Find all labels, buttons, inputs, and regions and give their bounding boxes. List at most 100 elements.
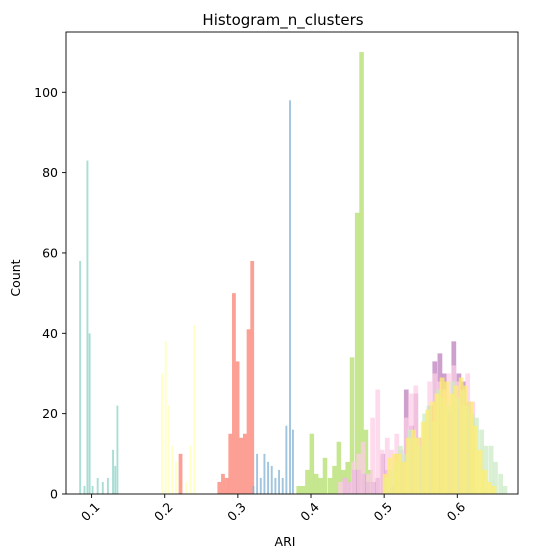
bars-layer (79, 52, 508, 495)
bar (415, 437, 421, 494)
bar (360, 441, 366, 494)
bar (406, 437, 411, 494)
bar (336, 441, 342, 494)
bar (396, 453, 402, 494)
bar (278, 469, 280, 494)
bar (387, 457, 392, 494)
bar (345, 461, 350, 494)
bar (292, 429, 294, 494)
series-2 (178, 260, 255, 494)
bar (96, 477, 99, 494)
series-8 (382, 377, 497, 494)
bar (420, 421, 426, 494)
bar (274, 477, 277, 494)
bar (185, 481, 188, 494)
bar (235, 361, 240, 494)
bar (318, 477, 323, 494)
bar (239, 437, 244, 494)
bar (351, 461, 356, 494)
bar (411, 429, 416, 494)
bar (106, 477, 109, 494)
bar (79, 260, 82, 494)
bar (164, 341, 167, 494)
y-axis-label: Count (8, 259, 23, 296)
bar (246, 329, 251, 494)
series-3 (252, 100, 294, 495)
plot-frame (65, 31, 519, 495)
bar (482, 469, 487, 494)
y-tick-label: 40 (42, 326, 58, 341)
bar (488, 445, 494, 494)
bar (167, 405, 170, 494)
bar (217, 481, 222, 494)
series-0 (79, 160, 119, 494)
bar (346, 481, 352, 494)
bar (439, 377, 445, 494)
bar (114, 465, 117, 494)
bar (502, 485, 508, 494)
bar (444, 381, 449, 494)
bar (112, 449, 114, 494)
bar (189, 445, 192, 494)
bar (309, 433, 315, 494)
bar (88, 333, 91, 494)
bar (392, 453, 397, 494)
bar (382, 473, 388, 494)
bar (270, 465, 273, 494)
bar (463, 385, 468, 494)
bar (425, 409, 430, 494)
y-tick-label: 20 (42, 406, 58, 421)
bar (193, 325, 196, 494)
bar (259, 477, 262, 494)
bar (250, 260, 255, 494)
bar (300, 485, 306, 494)
bar (228, 433, 233, 494)
x-tick-label: 0.5 (370, 499, 395, 524)
bar (327, 477, 333, 494)
bar (313, 473, 319, 494)
bar (379, 449, 385, 494)
x-tick-label: 0.3 (224, 499, 249, 524)
x-axis-label: ARI (275, 534, 296, 549)
bar (289, 100, 291, 495)
chart-title: Histogram_n_clusters (202, 11, 363, 30)
bar (453, 385, 459, 494)
bar (468, 401, 474, 494)
bar (224, 477, 229, 494)
series-4 (296, 52, 373, 495)
bar (322, 457, 328, 494)
bar (349, 357, 355, 494)
y-tick-label: 60 (42, 245, 58, 260)
bar (359, 52, 364, 495)
bar (365, 473, 371, 494)
bar (434, 393, 440, 494)
bar (161, 373, 163, 494)
bar (281, 477, 284, 494)
bar (487, 481, 493, 494)
bar (83, 485, 86, 494)
bar (483, 445, 489, 494)
bar (305, 469, 310, 494)
x-tick-label: 0.2 (151, 499, 176, 524)
bar (243, 433, 247, 494)
bar (221, 473, 225, 494)
y-tick-label: 80 (42, 165, 58, 180)
bar (493, 461, 498, 494)
bar (178, 453, 183, 494)
bar (267, 461, 270, 494)
bar (296, 485, 301, 494)
bar (174, 461, 177, 494)
bar (252, 485, 255, 494)
x-tick-label: 0.4 (297, 499, 322, 524)
y-tick-label: 0 (50, 487, 58, 502)
bar (430, 401, 435, 494)
bar (449, 393, 454, 494)
bar (498, 473, 503, 494)
bar (401, 461, 407, 494)
bar (375, 389, 381, 494)
bar (354, 212, 360, 494)
bar (101, 481, 104, 494)
bar (342, 477, 348, 494)
x-tick-label: 0.6 (444, 499, 469, 524)
